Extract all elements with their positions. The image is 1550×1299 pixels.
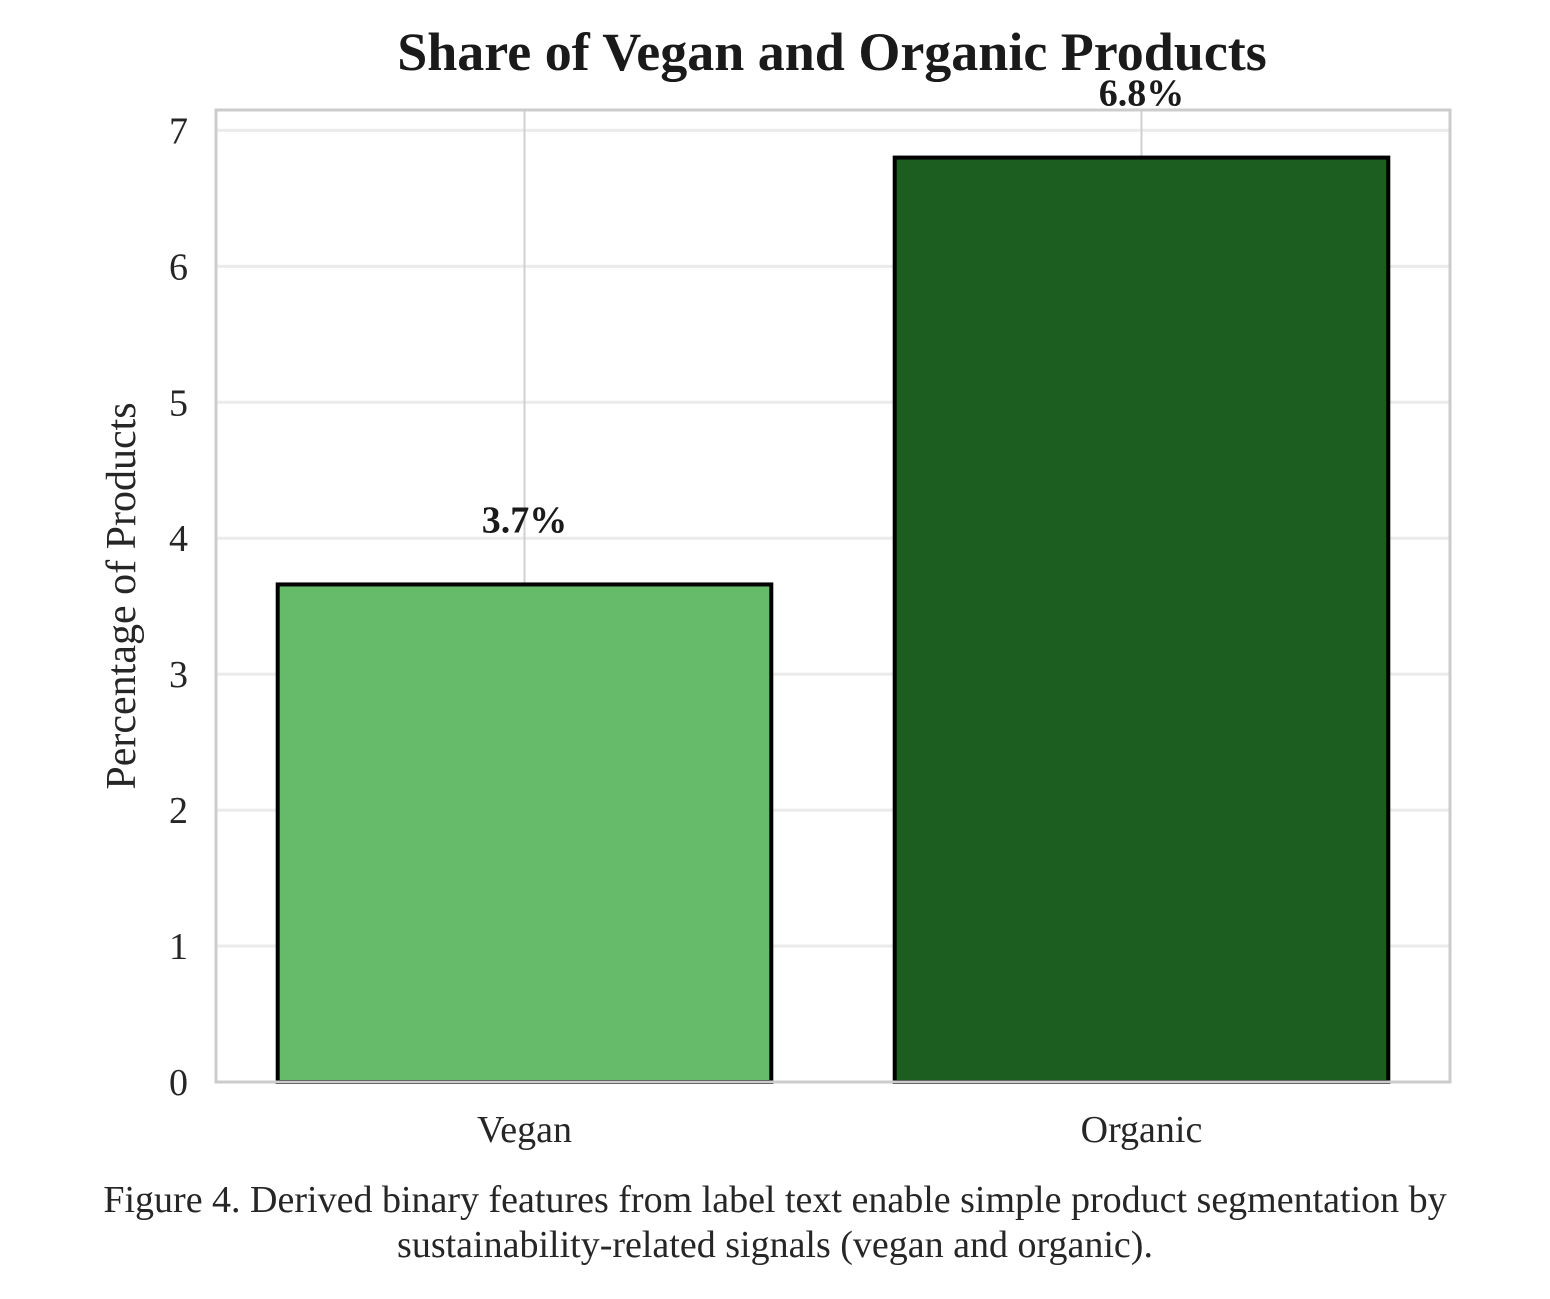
- plot-frame: [214, 108, 1452, 1084]
- y-axis-label: Percentage of Products: [99, 402, 145, 789]
- bar-chart: 0 1 2 3 4 5 6 7 Vegan Organic 3.7% 6.8% Share of …: [99, 22, 1452, 1151]
- x-tick-label: Vegan: [477, 1109, 572, 1151]
- y-tick-label: 4: [169, 518, 188, 560]
- data-label: 3.7%: [482, 499, 568, 541]
- figure-caption: Figure 4. Derived binary features from l…: [103, 1179, 1447, 1266]
- y-tick-label: 3: [169, 654, 188, 696]
- y-ticks-group: 0 1 2 3 4 5 6 7: [169, 110, 188, 1104]
- bars-group: [275, 155, 1391, 1084]
- bar-vegan: [275, 582, 774, 1084]
- data-labels-group: 3.7% 6.8%: [482, 73, 1185, 542]
- data-label: 6.8%: [1099, 73, 1185, 115]
- bar-organic: [892, 155, 1391, 1084]
- x-tick-label: Organic: [1081, 1109, 1203, 1151]
- y-tick-label: 5: [169, 382, 188, 424]
- y-tick-label: 6: [169, 246, 188, 288]
- chart-title: Share of Vegan and Organic Products: [397, 22, 1267, 82]
- y-tick-label: 2: [169, 790, 188, 832]
- y-tick-label: 0: [169, 1062, 188, 1104]
- y-tick-label: 7: [169, 110, 188, 152]
- x-ticks-group: Vegan Organic: [477, 1109, 1202, 1151]
- y-tick-label: 1: [169, 926, 188, 968]
